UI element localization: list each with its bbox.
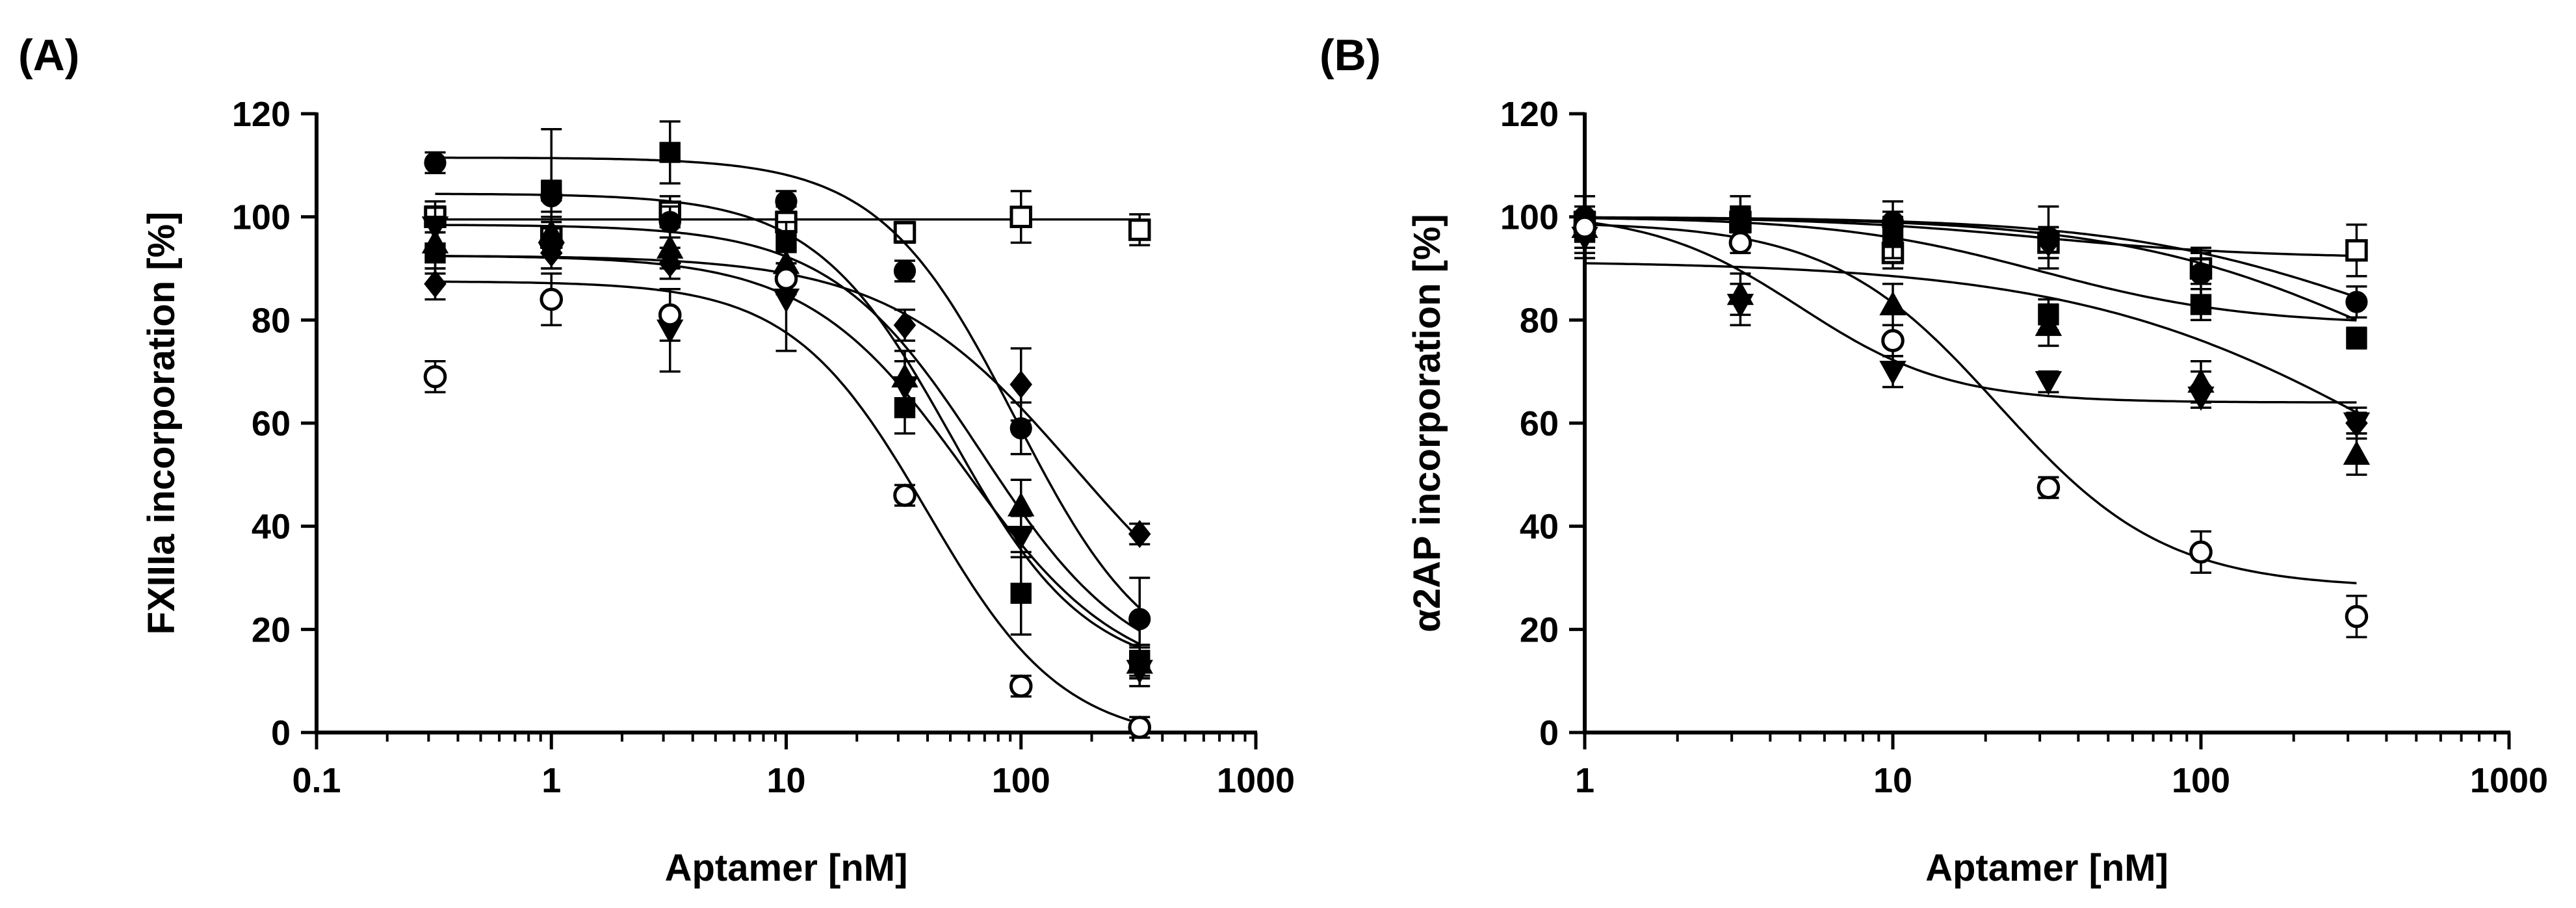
data-point [893, 259, 917, 283]
y-tick-label: 80 [1520, 301, 1559, 340]
data-point [2189, 540, 2213, 564]
data-point [2037, 228, 2060, 257]
y-tick-label: 20 [252, 610, 291, 649]
series-filled-circle [1573, 195, 2368, 319]
data-point [2345, 239, 2368, 262]
series-filled-diamond [1573, 205, 2368, 440]
x-axis-title: Aptamer [nM] [1925, 847, 2168, 889]
fit-curve-filled-triangle-down [435, 255, 1140, 645]
data-point [2035, 311, 2062, 336]
fit-curve-open-circle [1584, 223, 2357, 584]
data-point [1010, 582, 1032, 604]
data-point [659, 142, 681, 163]
data-point [1008, 525, 1035, 551]
y-tick-label: 40 [1520, 508, 1559, 547]
data-point [1008, 492, 1035, 517]
data-point [540, 287, 564, 311]
fit-curve-filled-diamond [1585, 216, 2358, 321]
fit-curve-filled-triangle-down [1584, 220, 2357, 404]
x-tick-label: 10 [766, 761, 805, 800]
y-tick-label: 60 [1520, 404, 1559, 443]
data-point [1879, 361, 1906, 385]
data-point [1128, 519, 1151, 549]
y-axis-title: α2AP incorporation [%] [1406, 214, 1448, 632]
y-tick-label: 100 [232, 198, 291, 237]
data-point [1009, 417, 1032, 440]
x-tick-label: 1 [541, 761, 561, 800]
data-point [2345, 291, 2368, 313]
data-point [657, 234, 684, 259]
x-tick-label: 0.1 [292, 761, 341, 800]
data-point [1881, 329, 1905, 352]
data-point [1128, 218, 1151, 241]
data-point [1726, 293, 1754, 318]
panel-label: (A) [18, 31, 79, 80]
y-tick-label: 60 [252, 404, 291, 443]
data-point [1729, 208, 1752, 237]
data-point [2035, 370, 2062, 396]
x-tick-label: 10 [1873, 761, 1912, 800]
x-tick-label: 100 [992, 761, 1050, 800]
x-tick-label: 100 [2172, 761, 2230, 800]
series-filled-triangle-down [1571, 215, 2371, 437]
data-point [1728, 231, 1752, 255]
series-open-circle [423, 262, 1152, 739]
fit-curve-filled-square [1584, 216, 2357, 322]
data-point [2343, 412, 2371, 437]
data-point [1009, 205, 1033, 228]
y-tick-label: 0 [1539, 714, 1559, 753]
data-point [2346, 327, 2367, 349]
data-point [775, 190, 798, 213]
data-point [1881, 213, 1905, 242]
data-point [424, 151, 447, 174]
data-point [658, 303, 682, 327]
data-point [1573, 215, 1596, 239]
data-point [2189, 262, 2213, 285]
data-point [774, 267, 798, 291]
data-point [2345, 604, 2369, 629]
data-point [421, 216, 449, 241]
data-point [1128, 608, 1151, 630]
y-axis-title: FXIIIa incorporation [%] [140, 212, 183, 635]
y-tick-label: 100 [1500, 198, 1559, 237]
data-point [893, 221, 917, 244]
data-point [1009, 370, 1033, 399]
x-axis-title: Aptamer [nM] [665, 847, 908, 889]
panel-a: (A) 0 20 40 60 80 100 120 0.1 1 10 100 1000 Aptamer [… [18, 31, 1295, 889]
fit-curve-open-circle [435, 280, 1140, 725]
fit-curve-open-square [1584, 216, 2357, 257]
fit-curve-filled-triangle-up [1584, 262, 2358, 414]
data-point [2187, 386, 2215, 411]
y-tick-label: 120 [232, 95, 291, 134]
data-point [1126, 660, 1153, 684]
data-point [423, 365, 447, 389]
data-point [2343, 440, 2371, 465]
data-point [424, 270, 447, 298]
data-point [1009, 674, 1033, 698]
data-point [891, 376, 918, 401]
panel-label: (B) [1320, 31, 1381, 80]
y-tick-label: 20 [1520, 610, 1559, 649]
y-tick-label: 120 [1500, 95, 1559, 134]
data-point [541, 180, 562, 202]
data-point [1128, 716, 1152, 739]
data-point [893, 484, 917, 507]
x-tick-label: 1000 [2470, 761, 2548, 800]
data-point [2190, 294, 2212, 315]
x-tick-label: 1 [1575, 761, 1594, 800]
y-tick-label: 80 [252, 301, 291, 340]
data-point [2036, 476, 2061, 499]
series-open-circle [1573, 215, 2369, 638]
y-tick-label: 0 [271, 714, 291, 753]
series-filled-circle [424, 151, 1151, 662]
data-point [538, 242, 565, 266]
y-tick-label: 40 [252, 508, 291, 547]
data-point [893, 311, 917, 339]
x-tick-label: 1000 [1217, 761, 1295, 800]
